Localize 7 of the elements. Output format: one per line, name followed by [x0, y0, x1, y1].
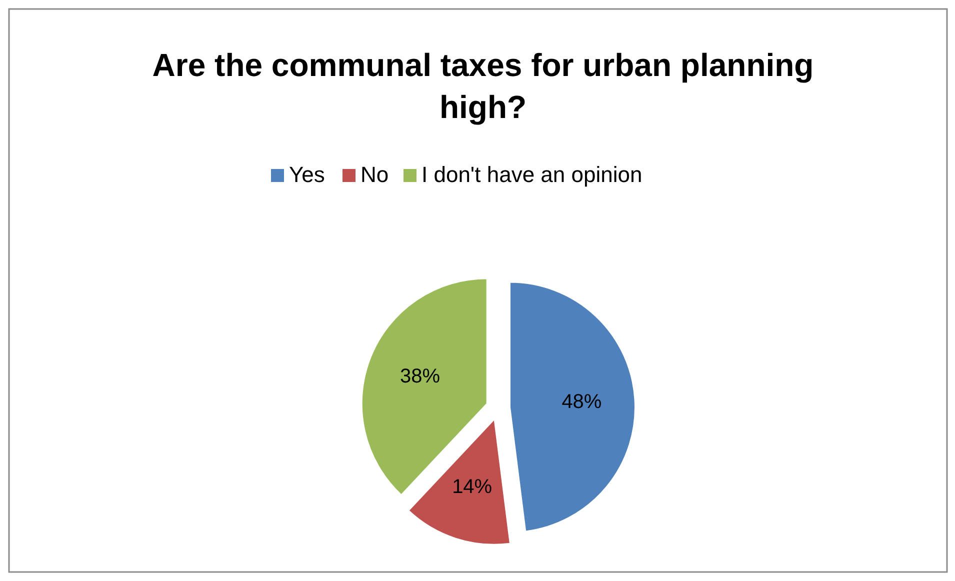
chart-title: Are the communal taxes for urban planning high?	[152, 47, 814, 125]
legend-label: Yes	[289, 162, 325, 187]
data-label: 48%	[562, 391, 602, 414]
legend-label: I don't have an opinion	[422, 162, 642, 187]
legend-label: No	[360, 162, 389, 187]
data-label: 38%	[400, 365, 440, 388]
data-label: 14%	[452, 476, 492, 498]
